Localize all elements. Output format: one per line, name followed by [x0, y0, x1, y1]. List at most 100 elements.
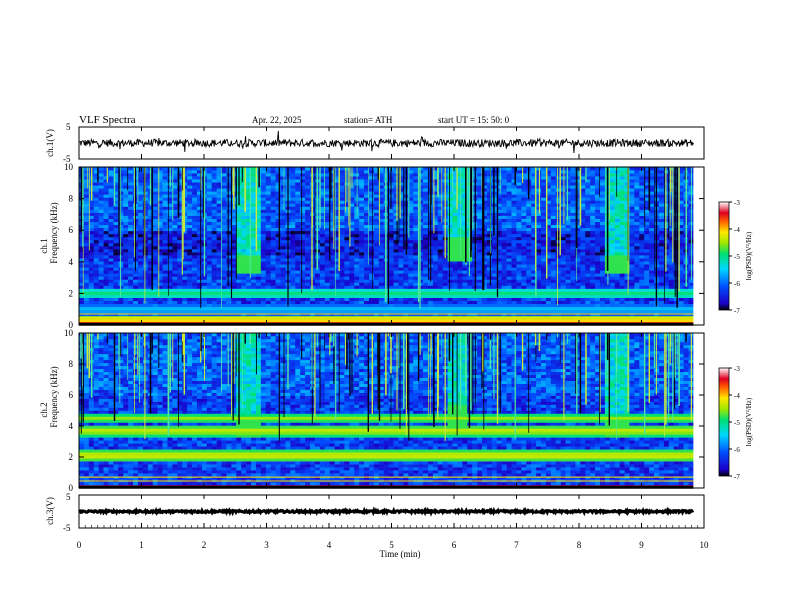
- spectrogram-cell: [83, 173, 90, 177]
- spectrogram-cell: [511, 312, 517, 317]
- spectrogram-cell: [206, 182, 212, 186]
- spectrogram-cell: [393, 182, 399, 186]
- spectrogram-cell: [172, 291, 178, 295]
- spectrogram-cell: [236, 270, 242, 274]
- spectrogram-cell: [437, 197, 444, 201]
- spectrogram-cell: [482, 179, 488, 183]
- spectrogram-cell: [432, 215, 439, 219]
- spectrogram-cell: [364, 185, 370, 189]
- spectrogram-cell: [378, 176, 385, 180]
- spectrogram-cell: [275, 264, 281, 268]
- spectrogram-cell: [290, 206, 296, 210]
- spectrogram-cell: [334, 206, 340, 210]
- spectrogram-cell: [545, 282, 552, 286]
- spectrogram-cell: [103, 291, 109, 295]
- spectrogram-cell: [206, 297, 212, 301]
- spectrogram-cell: [521, 191, 527, 195]
- spectrogram-cell: [531, 179, 537, 183]
- spectrogram-cell: [290, 252, 296, 256]
- spectrogram-cell: [295, 176, 301, 180]
- spectrogram-cell: [462, 276, 468, 280]
- spectrogram-cell: [398, 200, 404, 204]
- spectrogram-cell: [216, 188, 222, 192]
- spectrogram-cell: [408, 188, 414, 192]
- spectrogram-cell: [482, 224, 488, 229]
- spectrogram-cell: [324, 297, 330, 301]
- spectrogram-cell: [452, 173, 458, 177]
- spectrogram-cell: [432, 276, 439, 280]
- spectrogram-cell: [482, 209, 488, 213]
- spectrogram-cell: [177, 170, 183, 174]
- spectrogram-cell: [516, 312, 522, 317]
- spectrogram-cell: [511, 215, 517, 219]
- spectrogram-cell: [442, 291, 448, 295]
- spectrogram-cell: [241, 306, 247, 311]
- spectrogram-cell: [408, 194, 414, 198]
- spectrogram-cell: [270, 303, 276, 308]
- spectrogram-cell: [447, 297, 453, 301]
- spectrogram-cell: [541, 230, 547, 235]
- spectrogram-cell: [177, 309, 183, 314]
- spectrogram-cell: [147, 258, 154, 262]
- spectrogram-cell: [270, 282, 276, 286]
- spectrogram-cell: [393, 179, 399, 183]
- spectrogram-cell: [118, 300, 124, 305]
- spectrogram-cell: [236, 273, 242, 277]
- spectrogram-cell: [437, 291, 444, 295]
- spectrogram-cell: [388, 209, 394, 213]
- spectrogram-cell: [452, 318, 458, 323]
- spectrogram-cell: [413, 282, 419, 286]
- spectrogram-cell: [393, 167, 399, 171]
- spectrogram-cell: [162, 197, 168, 201]
- spectrogram-cell: [108, 264, 114, 268]
- spectrogram-cell: [142, 276, 149, 280]
- spectrogram-cell: [457, 285, 463, 289]
- spectrogram-cell: [329, 167, 335, 171]
- spectrogram-cell: [211, 194, 217, 198]
- spectrogram-cell: [206, 276, 212, 280]
- spectrogram-cell: [246, 194, 252, 198]
- spectrogram-cell: [305, 312, 311, 317]
- spectrogram-cell: [349, 258, 355, 262]
- spectrogram-cell: [447, 291, 453, 295]
- spectrogram-cell: [113, 255, 119, 259]
- spectrogram-cell: [403, 282, 409, 286]
- spectrogram-cell: [128, 191, 134, 195]
- spectrogram-cell: [349, 285, 355, 289]
- spectrogram-cell: [393, 233, 399, 238]
- spectrogram-cell: [447, 258, 453, 262]
- spectrogram-cell: [221, 224, 227, 229]
- spectrogram-cell: [216, 230, 222, 235]
- spectrogram-cell: [142, 249, 149, 253]
- spectrogram-cell: [113, 176, 119, 180]
- spectrogram-cell: [536, 218, 542, 222]
- spectrogram-cell: [324, 227, 330, 232]
- spectrogram-cell: [462, 212, 468, 216]
- spectrogram-cell: [128, 203, 134, 207]
- spectrogram-cell: [167, 276, 173, 280]
- spectrogram-cell: [477, 264, 483, 268]
- spectrogram-cell: [437, 249, 444, 253]
- spectrogram-cell: [536, 233, 542, 238]
- spectrogram-cell: [211, 285, 217, 289]
- spectrogram-cell: [319, 261, 326, 265]
- spectrogram-cell: [251, 288, 257, 292]
- spectrogram-cell: [457, 215, 463, 219]
- spectrogram-cell: [541, 282, 547, 286]
- spectrogram-cell: [157, 267, 163, 271]
- spectrogram-cell: [442, 303, 448, 308]
- spectrogram-cell: [226, 270, 232, 274]
- spectrogram-cell: [113, 215, 119, 219]
- spectrogram-cell: [255, 318, 262, 323]
- spectrogram-cell: [545, 300, 552, 305]
- spectrogram-cell: [206, 252, 212, 256]
- spectrogram-cell: [236, 264, 242, 268]
- spectrogram-cell: [482, 279, 488, 283]
- spectrogram-cell: [521, 197, 527, 201]
- spectrogram-cell: [432, 224, 439, 229]
- spectrogram-cell: [241, 242, 247, 247]
- spectrogram-cell: [211, 233, 217, 238]
- spectrogram-cell: [329, 242, 335, 247]
- spectrogram-cell: [472, 303, 478, 308]
- spectrogram-cell: [137, 306, 144, 311]
